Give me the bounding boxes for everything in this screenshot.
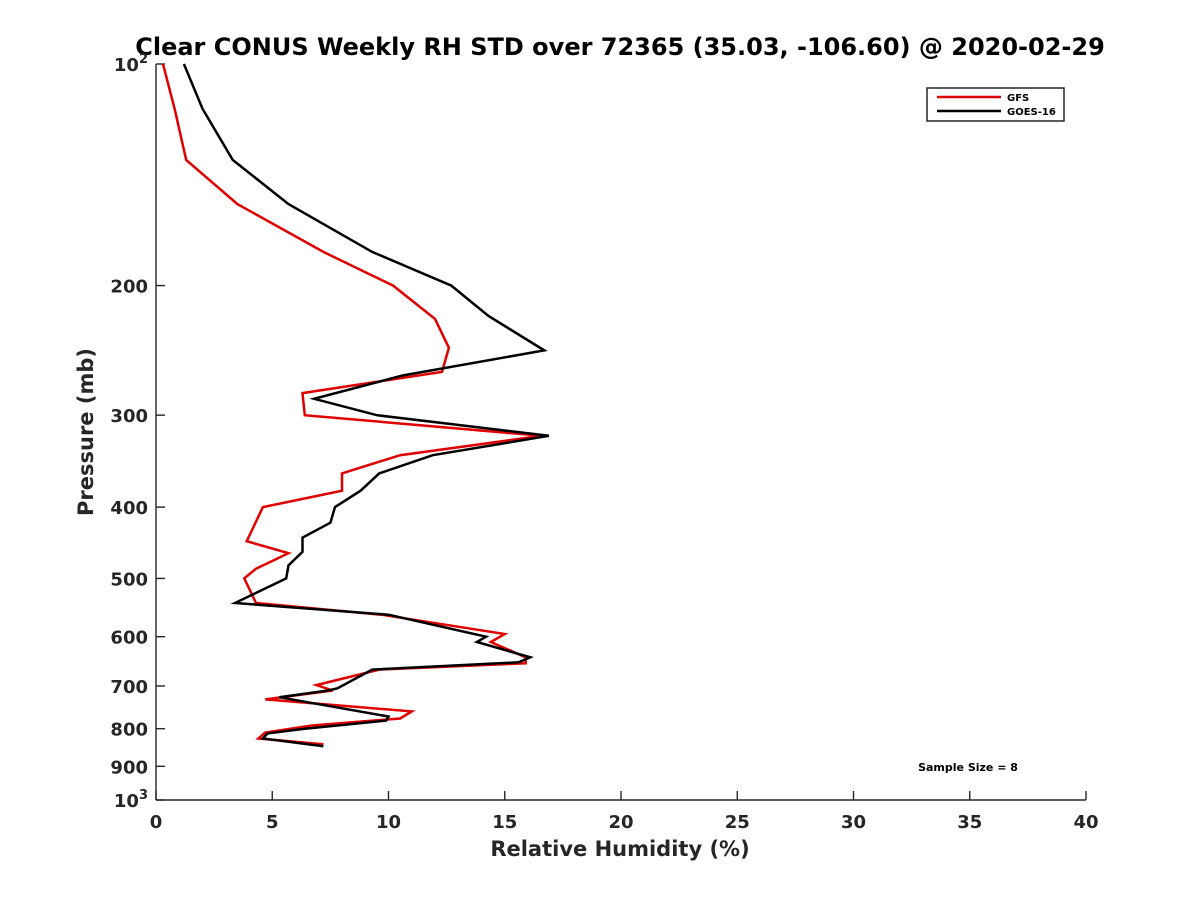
x-tick-label: 30 [841,812,866,833]
y-tick-label: 103 [114,788,148,812]
x-tick-label: 10 [376,812,401,833]
series-lines [161,63,550,748]
y-tick-label: 500 [110,569,148,590]
y-axis-label: Pressure (mb) [74,348,98,516]
legend-box [926,87,1065,122]
y-axis-ticks: 102 200 300 400 500 600 700 800 900 103 [110,52,165,812]
y-tick-label: 700 [110,677,148,698]
x-tick-label: 25 [725,812,750,833]
x-tick-label: 35 [957,812,982,833]
x-tick-label: 0 [150,812,163,833]
y-tick-label: 102 [114,52,148,76]
legend-label: GFS [1007,93,1029,104]
x-axis-label: Relative Humidity (%) [490,837,749,861]
x-tick-label: 5 [266,812,279,833]
y-tick-label: 600 [110,628,148,649]
series-line-gfs [161,63,543,746]
legend-label: GOES-16 [1007,107,1056,118]
series-line-goes-16 [182,63,550,748]
y-tick-label: 400 [110,498,148,519]
y-tick-label: 900 [110,757,148,778]
legend: GFS GOES-16 [926,87,1065,122]
y-tick-label: 200 [110,277,148,298]
chart-title: Clear CONUS Weekly RH STD over 72365 (35… [135,33,1105,61]
sample-size-annotation: Sample Size = 8 [918,761,1018,774]
x-axis-ticks: 0 5 10 15 20 25 30 35 40 [150,791,1099,833]
y-tick-label: 300 [110,406,148,427]
y-tick-label: 800 [110,720,148,741]
x-tick-label: 40 [1073,812,1098,833]
plot-area [155,64,1086,801]
x-tick-label: 15 [492,812,517,833]
x-tick-label: 20 [608,812,633,833]
